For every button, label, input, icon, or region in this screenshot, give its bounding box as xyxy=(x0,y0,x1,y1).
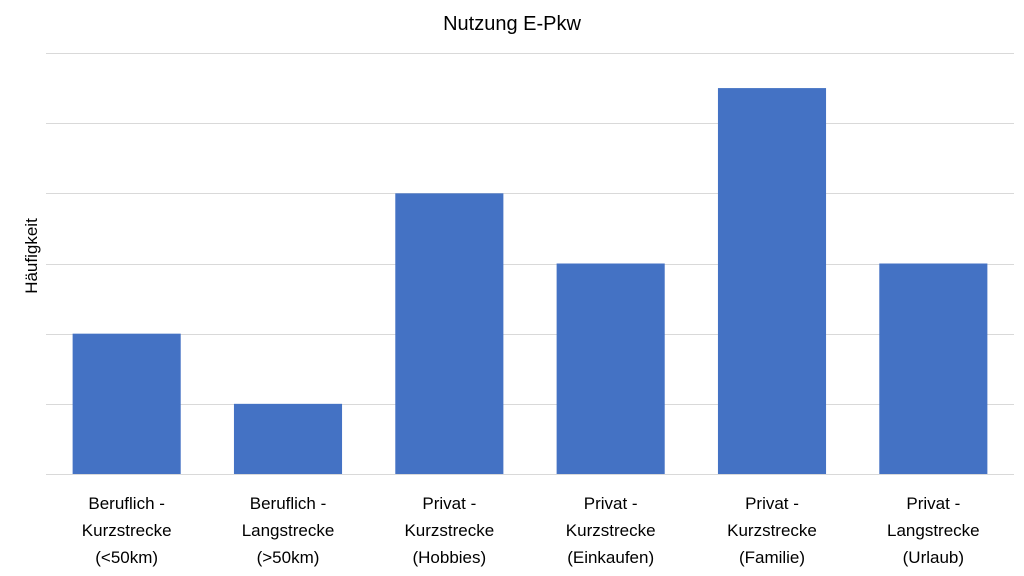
bar-5 xyxy=(717,88,827,474)
x-tick-label: Beruflich -Langstrecke (>50km) xyxy=(242,494,335,567)
bar-4 xyxy=(556,263,665,474)
x-tick-label: Privat -Kurzstrecke (Hobbies) xyxy=(404,494,494,567)
bar-3 xyxy=(395,193,504,475)
x-tick-label: Beruflich -Kurzstrecke (<50km) xyxy=(82,494,172,567)
x-tick-label: Privat -Kurzstrecke (Familie) xyxy=(727,494,817,567)
bar-2 xyxy=(233,403,343,474)
x-tick-label: Privat -Kurzstrecke (Einkaufen) xyxy=(566,494,656,567)
bars xyxy=(72,88,988,475)
gridlines xyxy=(46,53,1014,475)
x-tick-label: Privat -Langstrecke (Urlaub) xyxy=(887,494,980,567)
bar-6 xyxy=(879,263,988,474)
category-labels: Beruflich -Kurzstrecke (<50km) Beruflich -… xyxy=(82,494,980,567)
chart-title: Nutzung E-Pkw xyxy=(443,13,581,35)
bar-1 xyxy=(72,333,181,474)
